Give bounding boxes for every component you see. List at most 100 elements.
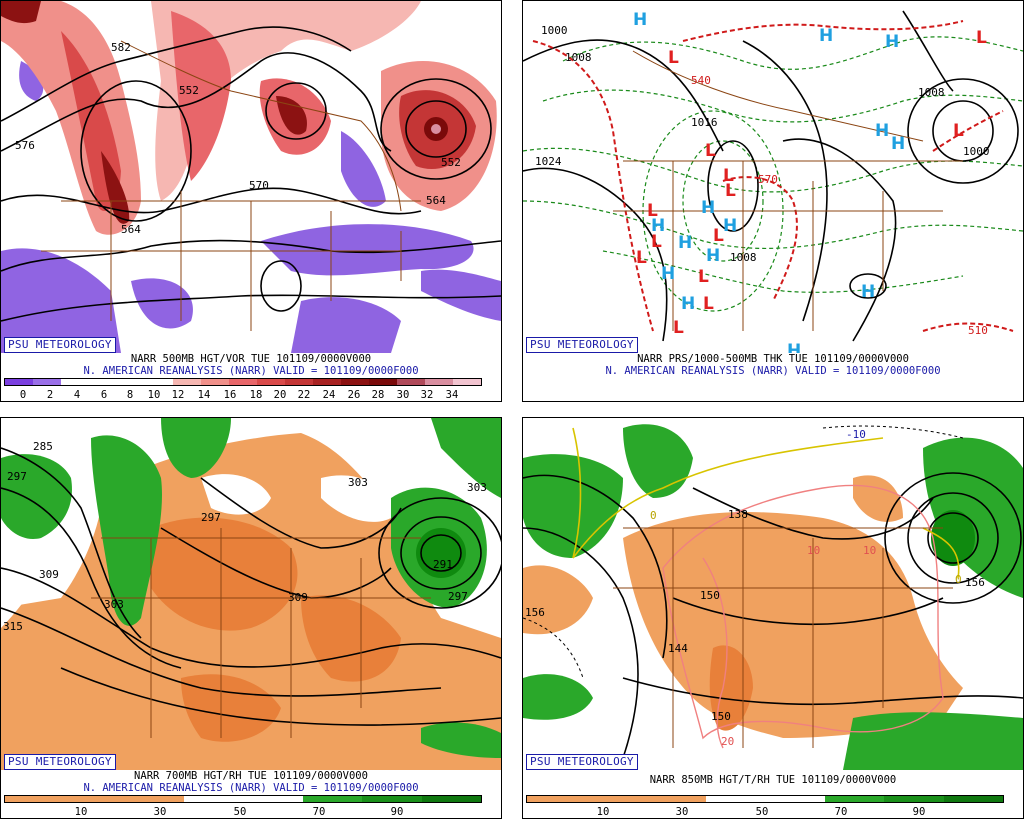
low-marker: L bbox=[703, 294, 714, 314]
colorbar-ticks: 10 30 50 70 90 bbox=[4, 806, 482, 818]
tick: 8 bbox=[126, 389, 134, 401]
contour-label: 303 bbox=[467, 481, 487, 494]
psu-meteorology-badge: PSU METEOROLOGY bbox=[4, 754, 116, 770]
pressure-map: 1000 1008 1024 1008 1000 1008 1016 540 5… bbox=[523, 1, 1023, 353]
high-marker: H bbox=[633, 10, 647, 30]
political-borders bbox=[91, 528, 431, 738]
contour-label: 570 bbox=[249, 179, 269, 192]
thickness-label: 570 bbox=[758, 173, 778, 186]
temperature-labels: 10 10 20 bbox=[721, 544, 876, 748]
contour-label: 297 bbox=[448, 590, 468, 603]
low-marker: L bbox=[705, 141, 716, 161]
temperature-label: 0 bbox=[955, 573, 962, 586]
high-marker: H bbox=[787, 341, 801, 353]
low-marker: L bbox=[953, 121, 964, 141]
contour-label: 291 bbox=[433, 558, 453, 571]
contour-label: 150 bbox=[711, 710, 731, 723]
contour-labels: 285 297 309 291 297 303 309 303 297 303 … bbox=[3, 440, 487, 633]
temperature-label: 10 bbox=[863, 544, 876, 557]
psu-meteorology-badge: PSU METEOROLOGY bbox=[526, 754, 638, 770]
contour-label: 297 bbox=[7, 470, 27, 483]
isobar-label: 1000 bbox=[541, 24, 568, 37]
thickness-label: 540 bbox=[691, 74, 711, 87]
isobar-labels: 1000 1008 1024 1008 1000 1008 1016 bbox=[535, 24, 990, 264]
tick: 34 bbox=[445, 389, 459, 401]
height-contours bbox=[523, 472, 1023, 759]
contour-label: 552 bbox=[179, 84, 199, 97]
contour-label: 315 bbox=[3, 620, 23, 633]
isobar-label: 1024 bbox=[535, 155, 562, 168]
tick: 2 bbox=[46, 389, 54, 401]
low-marker: L bbox=[647, 201, 658, 221]
panel-850mb-temp-rh: -10 138 156 150 144 150 156 10 10 20 0 0… bbox=[522, 417, 1024, 819]
rh-colorbar bbox=[526, 795, 1004, 803]
high-marker: H bbox=[661, 264, 675, 284]
tick: 32 bbox=[420, 389, 434, 401]
tick: 30 bbox=[396, 389, 410, 401]
tick: 20 bbox=[273, 389, 287, 401]
tick: 70 bbox=[312, 806, 326, 818]
humidity-850-map: -10 138 156 150 144 150 156 10 10 20 0 0 bbox=[523, 418, 1023, 770]
caption-product: NARR 700MB HGT/RH TUE 101109/0000V000 bbox=[134, 770, 368, 782]
high-pressure-markers: H H H H H H H H H H H H H H bbox=[633, 10, 905, 353]
high-marker: H bbox=[875, 121, 889, 141]
contour-label: 303 bbox=[104, 598, 124, 611]
tick: 22 bbox=[297, 389, 311, 401]
tick: 12 bbox=[171, 389, 185, 401]
tick: 10 bbox=[596, 806, 610, 818]
contour-labels: 576 552 582 570 564 552 564 bbox=[15, 41, 461, 236]
contour-label: 144 bbox=[668, 642, 688, 655]
temperature-10-contours bbox=[662, 484, 944, 749]
low-marker: L bbox=[673, 318, 684, 338]
high-marker: H bbox=[706, 246, 720, 266]
rh-colorbar bbox=[4, 795, 482, 803]
tick: 0 bbox=[19, 389, 27, 401]
contour-label: 564 bbox=[121, 223, 141, 236]
tick: 24 bbox=[322, 389, 336, 401]
caption-product: NARR PRS/1000-500MB THK TUE 101109/0000V… bbox=[637, 353, 909, 365]
isobar-label: 1008 bbox=[565, 51, 592, 64]
tick: 50 bbox=[755, 806, 769, 818]
contour-label: 564 bbox=[426, 194, 446, 207]
moist-areas bbox=[523, 424, 1023, 770]
high-marker: H bbox=[678, 233, 692, 253]
temperature-0-contours bbox=[572, 427, 960, 579]
low-marker: L bbox=[636, 248, 647, 268]
isobar-label: 1008 bbox=[918, 86, 945, 99]
political-borders bbox=[41, 40, 421, 331]
isobar-label: 1000 bbox=[963, 145, 990, 158]
contour-labels: -10 138 156 150 144 150 156 bbox=[525, 428, 985, 723]
colorbar-ticks: 10 30 50 70 90 bbox=[526, 806, 1004, 818]
vorticity-colorbar bbox=[4, 378, 482, 386]
tick: 90 bbox=[912, 806, 926, 818]
high-marker: H bbox=[861, 282, 875, 302]
tick: 70 bbox=[834, 806, 848, 818]
caption-valid: N. AMERICAN REANALYSIS (NARR) VALID = 10… bbox=[83, 365, 419, 377]
high-marker: H bbox=[681, 294, 695, 314]
contour-label: 156 bbox=[525, 606, 545, 619]
low-marker: L bbox=[713, 226, 724, 246]
caption-valid: N. AMERICAN REANALYSIS (NARR) VALID = 10… bbox=[83, 782, 419, 794]
temperature-dashed-contours bbox=[523, 425, 964, 679]
tick: 26 bbox=[347, 389, 361, 401]
tick: 10 bbox=[74, 806, 88, 818]
high-marker: H bbox=[891, 134, 905, 154]
zero-labels: 0 0 bbox=[650, 509, 962, 586]
dry-areas bbox=[523, 475, 963, 738]
panel-500mb-vorticity: 576 552 582 570 564 552 564 PSU METEOROL… bbox=[0, 0, 502, 402]
colorbar-ticks: 0 2 4 6 8 10 12 14 16 18 20 22 24 26 28 … bbox=[4, 389, 482, 401]
map-surface-pressure: 1000 1008 1024 1008 1000 1008 1016 540 5… bbox=[523, 1, 1023, 353]
contour-label: 576 bbox=[15, 139, 35, 152]
negative-vorticity-areas bbox=[1, 61, 501, 353]
isobar-label: 1008 bbox=[730, 251, 757, 264]
panel-700mb-rh: 285 297 309 291 297 303 309 303 297 303 … bbox=[0, 417, 502, 819]
thickness-labels: 540 570 510 bbox=[691, 74, 988, 337]
vorticity-map: 576 552 582 570 564 552 564 bbox=[1, 1, 501, 353]
low-marker: L bbox=[698, 267, 709, 287]
map-850mb: -10 138 156 150 144 150 156 10 10 20 0 0 bbox=[523, 418, 1023, 770]
contour-label: 303 bbox=[348, 476, 368, 489]
thickness-540-contours bbox=[532, 20, 1014, 332]
caption-product: NARR 850MB HGT/T/RH TUE 101109/0000V000 bbox=[649, 774, 897, 786]
tick: 14 bbox=[197, 389, 211, 401]
low-marker: L bbox=[668, 48, 679, 68]
